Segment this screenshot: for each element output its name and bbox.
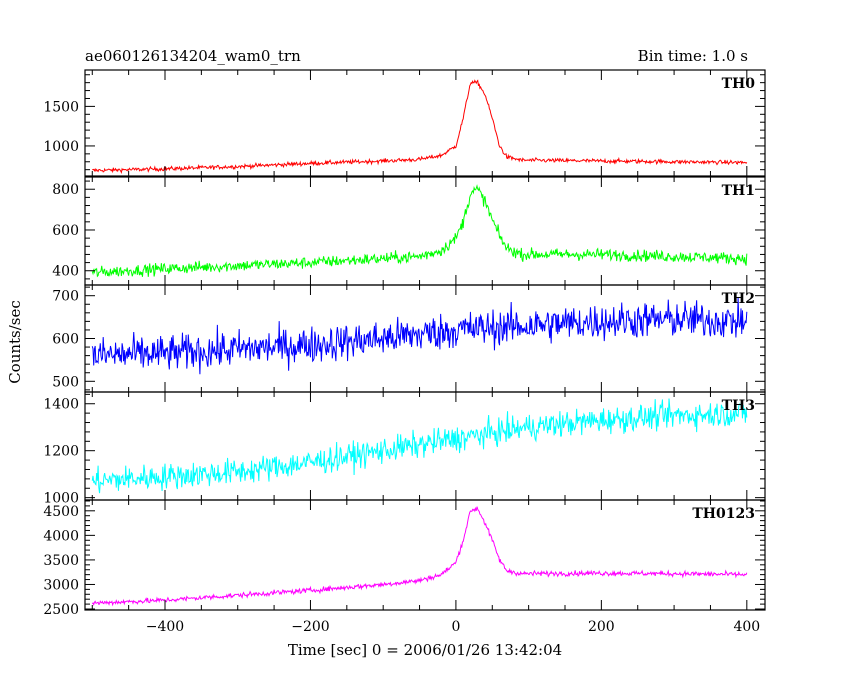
y-tick-label: 700 (52, 289, 79, 305)
series-line-th0 (92, 79, 748, 175)
chart-title: ae060126134204_wam0_trn (85, 47, 301, 65)
y-tick-label: 1500 (43, 99, 79, 115)
series-line-th0123 (91, 506, 748, 607)
y-tick-label: 1000 (43, 139, 79, 155)
y-tick-label: 600 (52, 223, 79, 239)
panel-th1: 400 600 800 TH1 (52, 176, 766, 286)
y-axis-title: Counts/sec (6, 300, 24, 384)
x-tick-label: 400 (733, 619, 760, 635)
series-line-th2 (91, 297, 748, 375)
y-tick-label: 2500 (43, 602, 79, 618)
y-tick-label: 3000 (43, 577, 79, 593)
y-tick-label: 800 (52, 182, 79, 198)
x-axis: −400 −200 0 200 400 (146, 619, 760, 635)
panel-th0123: 2500 3000 3500 4000 4500 TH0123 (43, 499, 766, 618)
series-line-th3 (91, 398, 748, 494)
y-tick-label: 1200 (43, 444, 79, 460)
panel-th3: 1000 1200 1400 TH3 (43, 391, 766, 507)
x-tick-label: 200 (588, 619, 615, 635)
panel-th2: 500 600 700 TH2 (52, 284, 766, 393)
panel-label-th0123: TH0123 (692, 506, 755, 522)
bin-time-label: Bin time: 1.0 s (638, 47, 748, 65)
panel-frame (84, 499, 766, 611)
series-line-th1 (91, 184, 748, 278)
x-tick-label: −400 (146, 619, 184, 635)
x-axis-title: Time [sec] 0 = 2006/01/26 13:42:04 (288, 641, 562, 659)
y-tick-label: 1000 (43, 491, 79, 507)
panel-label-th0: TH0 (722, 76, 756, 92)
x-tick-label: 0 (451, 619, 460, 635)
panel-label-th1: TH1 (722, 183, 755, 199)
y-tick-label: 3500 (43, 553, 79, 569)
y-tick-label: 4500 (43, 504, 79, 520)
y-tick-label: 500 (52, 374, 79, 390)
panel-frame (84, 176, 766, 286)
y-tick-label: 1400 (43, 397, 79, 413)
panel-frame (84, 69, 766, 177)
panel-label-th3: TH3 (722, 398, 755, 414)
panel-label-th2: TH2 (722, 291, 755, 307)
y-tick-label: 400 (52, 264, 79, 280)
y-tick-label: 4000 (43, 528, 79, 544)
panel-frame (84, 284, 766, 393)
y-tick-label: 600 (52, 332, 79, 348)
panel-th0: 1000 1500 TH0 (43, 69, 766, 177)
x-tick-label: −200 (291, 619, 329, 635)
